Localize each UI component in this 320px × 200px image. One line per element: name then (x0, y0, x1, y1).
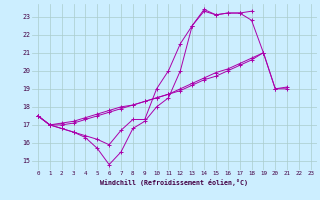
X-axis label: Windchill (Refroidissement éolien,°C): Windchill (Refroidissement éolien,°C) (100, 179, 248, 186)
